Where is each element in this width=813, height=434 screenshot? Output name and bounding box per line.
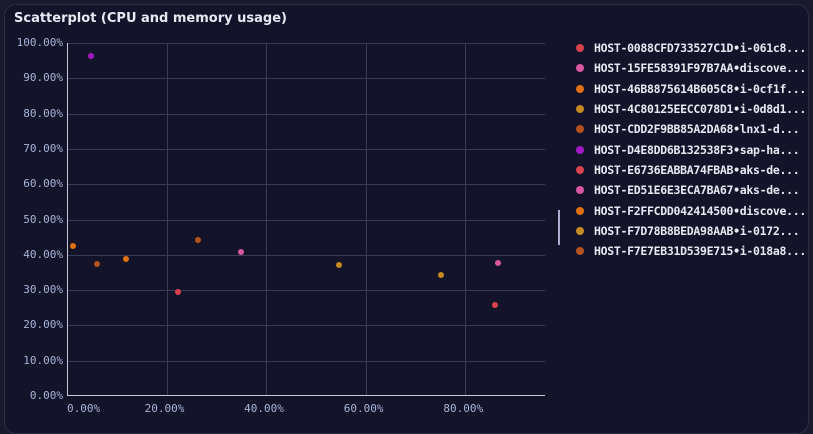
data-point[interactable] [69,242,76,249]
grid-line-horizontal [67,219,545,221]
legend-item[interactable]: HOST-F7D78B8BEDA98AAB•i-0172... [576,221,806,241]
y-tick-label: 60.00% [23,177,63,191]
data-point[interactable] [495,259,502,266]
chart-legend: HOST-0088CFD733527C1D•i-061c8... HOST-15F… [576,38,806,261]
legend-item[interactable]: HOST-4C80125EECC078D1•i-0d8d1... [576,99,806,119]
y-tick-label: 80.00% [23,106,63,120]
y-tick-label: 70.00% [23,141,63,155]
data-point[interactable] [492,301,499,308]
y-tick-label: 20.00% [23,318,63,332]
legend-label: HOST-F2FFCDD042414500•discove... [594,203,806,218]
x-tick-label: 0.00% [67,402,101,415]
grid-line-horizontal [67,254,545,256]
legend-label: HOST-15FE58391F97B7AA•discove... [594,61,806,76]
data-point[interactable] [438,271,445,278]
grid-line-horizontal [67,325,545,327]
legend-dot-icon [576,105,584,114]
legend-label: HOST-D4E8DD6B132538F3•sap-ha... [594,142,800,157]
chart-panel [4,4,809,434]
legend-item[interactable]: HOST-15FE58391F97B7AA•discove... [576,58,806,78]
y-axis-line [67,43,68,396]
legend-label: HOST-E6736EABBA74FBAB•aks-de... [594,162,800,177]
data-point[interactable] [238,248,245,255]
legend-item[interactable]: HOST-CDD2F9BB85A2DA68•lnx1-d... [576,119,806,139]
legend-label: HOST-F7D78B8BEDA98AAB•i-0172... [594,223,800,238]
legend-dot-icon [576,145,584,154]
data-point[interactable] [93,260,100,267]
grid-line-horizontal [67,43,545,44]
scatter-plot-area [67,43,545,396]
legend-item[interactable]: HOST-F2FFCDD042414500•discove... [576,200,806,220]
x-tick-label: 20.00% [144,402,185,415]
legend-dot-icon [576,165,584,174]
x-tick-label: 80.00% [443,402,484,415]
x-tick-label: 40.00% [244,402,284,415]
data-point[interactable] [195,236,202,243]
y-tick-label: 0.00% [29,389,63,402]
legend-item[interactable]: HOST-F7E7EB31D539E715•i-018a8... [576,241,806,261]
legend-dot-icon [576,226,584,235]
legend-label: HOST-CDD2F9BB85A2DA68•lnx1-d... [594,122,800,137]
legend-scrollbar[interactable] [558,210,560,245]
legend-label: HOST-F7E7EB31D539E715•i-018a8... [594,244,806,259]
legend-dot-icon [576,247,584,256]
legend-dot-icon [576,186,584,195]
data-point[interactable] [174,288,181,295]
legend-dot-icon [576,84,584,93]
x-tick-label: 60.00% [343,402,384,415]
legend-dot-icon [576,64,584,73]
legend-item[interactable]: HOST-E6736EABBA74FBAB•aks-de... [576,160,806,180]
data-point[interactable] [122,255,129,262]
y-tick-label: 90.00% [23,71,63,85]
legend-label: HOST-0088CFD733527C1D•i-061c8... [594,41,806,56]
y-tick-label: 10.00% [23,353,63,367]
data-point[interactable] [87,53,94,60]
legend-item[interactable]: HOST-0088CFD733527C1D•i-061c8... [576,38,806,58]
grid-line-horizontal [67,184,545,186]
legend-dot-icon [576,206,584,215]
legend-label: HOST-ED51E6E3ECA7BA67•aks-de... [594,183,800,198]
legend-label: HOST-46B8875614B605C8•i-0cf1f... [594,81,806,96]
legend-dot-icon [576,44,584,53]
data-point[interactable] [335,262,342,269]
legend-item[interactable]: HOST-ED51E6E3ECA7BA67•aks-de... [576,180,806,200]
legend-item[interactable]: HOST-D4E8DD6B132538F3•sap-ha... [576,139,806,159]
panel-title: Scatterplot (CPU and memory usage) [14,11,287,26]
legend-label: HOST-4C80125EECC078D1•i-0d8d1... [594,102,806,117]
grid-line-horizontal [67,78,545,80]
legend-dot-icon [576,125,584,134]
grid-line-horizontal [67,290,545,292]
grid-line-horizontal [67,113,545,115]
x-axis-line [67,395,545,396]
legend-item[interactable]: HOST-46B8875614B605C8•i-0cf1f... [576,79,806,99]
y-tick-label: 40.00% [23,247,63,261]
grid-line-horizontal [67,148,545,150]
grid-line-horizontal [67,360,545,362]
y-tick-label: 50.00% [23,212,63,226]
y-tick-label: 30.00% [23,283,63,297]
y-tick-label: 100.00% [16,36,63,49]
